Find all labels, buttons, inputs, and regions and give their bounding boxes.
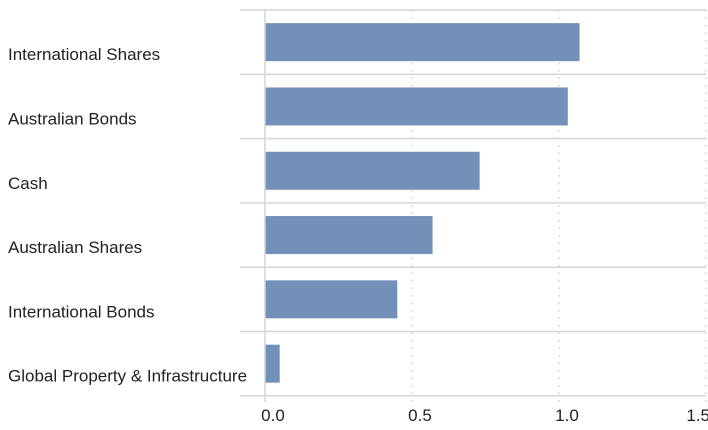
category-label: Global Property & Infrastructure	[8, 367, 247, 386]
bars	[265, 23, 580, 383]
bar	[265, 344, 280, 383]
bar	[265, 23, 580, 62]
category-labels: International Shares Australian Bonds Cash…	[8, 45, 247, 386]
category-label: Australian Shares	[8, 238, 142, 257]
x-tick-label: 0.0	[261, 406, 285, 425]
bar	[265, 151, 480, 190]
x-axis: 0.0 0.5 1.0 1.5	[261, 10, 708, 425]
category-label: International Shares	[8, 45, 160, 64]
bar	[265, 280, 398, 319]
category-label: International Bonds	[8, 302, 155, 321]
row-separators	[240, 9, 706, 397]
x-tick-label: 1.0	[555, 406, 579, 425]
grid-lines	[411, 10, 707, 402]
x-tick-label: 1.5	[686, 406, 708, 425]
bar	[265, 216, 433, 255]
x-tick-label: 0.5	[408, 406, 432, 425]
category-label: Australian Bonds	[8, 109, 137, 128]
category-label: Cash	[8, 174, 48, 193]
bar	[265, 87, 568, 126]
